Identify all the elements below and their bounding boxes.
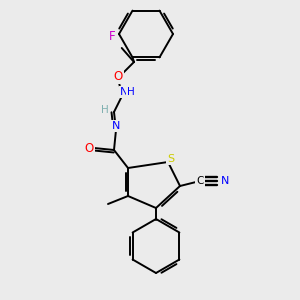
Text: C: C — [196, 176, 204, 186]
Text: H: H — [127, 87, 135, 97]
Text: O: O — [113, 70, 123, 83]
Text: F: F — [109, 29, 115, 43]
Text: N: N — [221, 176, 230, 186]
Text: S: S — [167, 154, 175, 164]
Text: H: H — [101, 105, 109, 115]
Text: N: N — [112, 121, 120, 131]
Text: O: O — [84, 142, 94, 154]
Text: N: N — [120, 87, 128, 97]
